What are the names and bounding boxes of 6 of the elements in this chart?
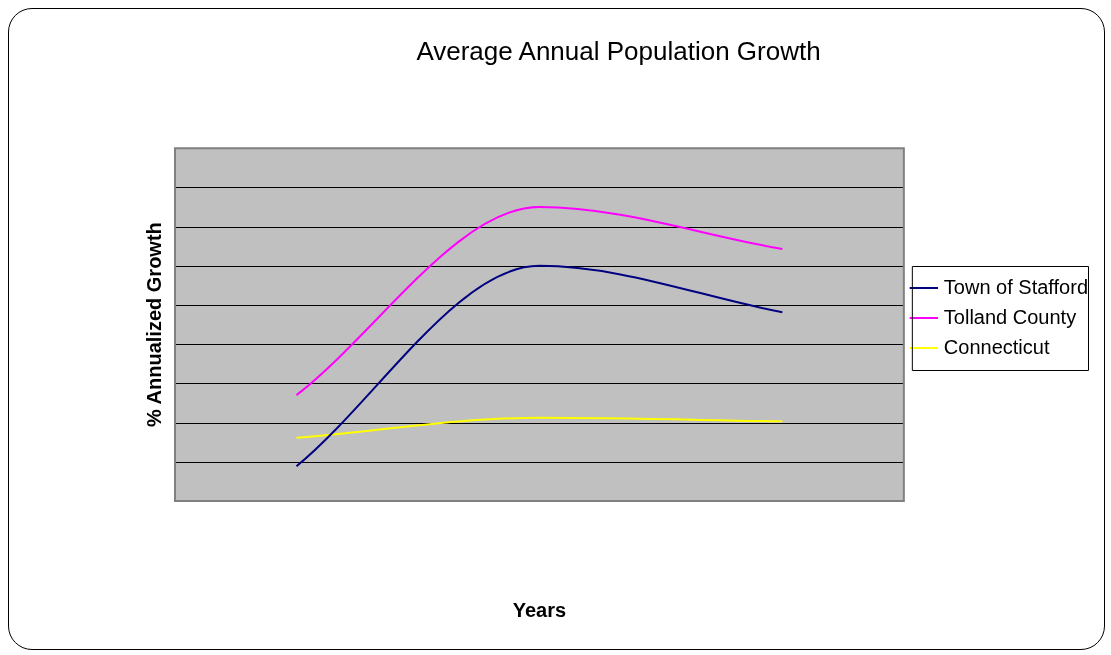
y-axis-title: % Annualized Growth xyxy=(142,222,165,428)
legend-label: Connecticut xyxy=(943,335,1050,358)
legend-label: Tolland County xyxy=(943,305,1077,328)
chart-title: Average Annual Population Growth xyxy=(416,35,821,66)
legend-label: Town of Stafford xyxy=(943,275,1089,298)
x-axis-title: Years xyxy=(512,598,567,621)
